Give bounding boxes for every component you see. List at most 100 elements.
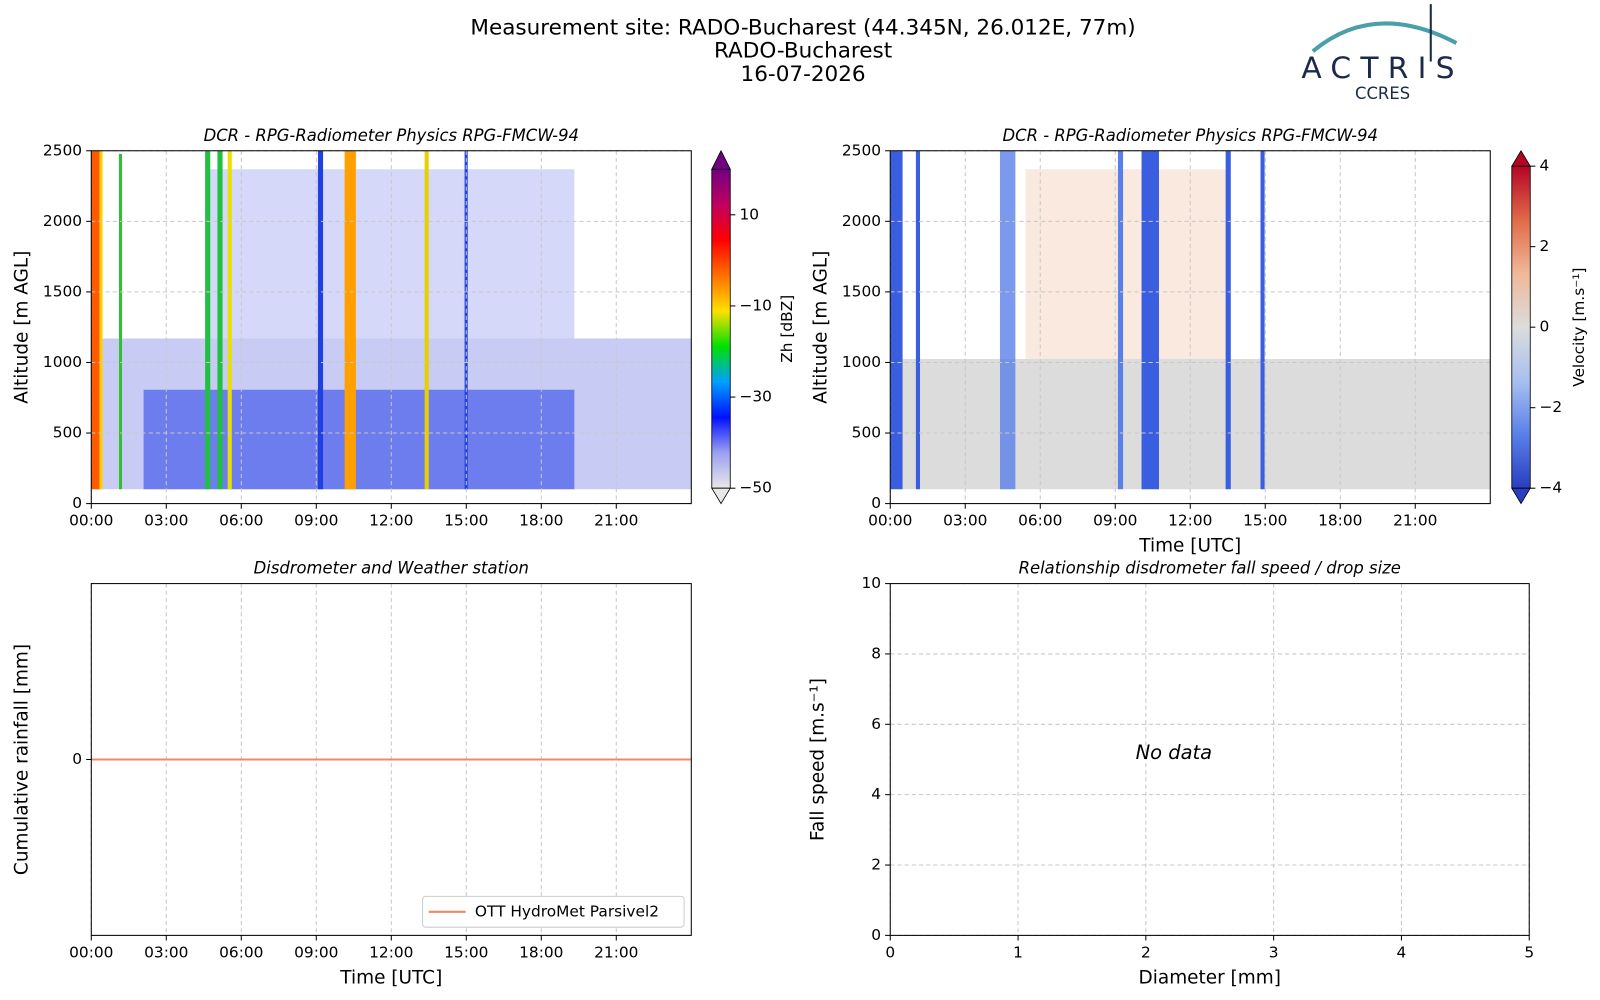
header-line: 16-07-2026 [741, 62, 866, 87]
x-axis-label: Time [UTC] [1138, 536, 1241, 557]
y-axis-label: Altitude [m AGL] [12, 251, 33, 404]
radar-texture [91, 150, 1491, 490]
x-tick-label: 18:00 [1318, 512, 1362, 530]
logo-arc [1311, 21, 1458, 53]
plot-frame [90, 150, 692, 505]
x-tick-label: 2 [1141, 943, 1151, 961]
logo: ACTRIS CCRES [1301, 4, 1463, 103]
colorbar-tick-label: −4 [1539, 479, 1562, 497]
plot-frame [90, 583, 692, 936]
y-tick-label: 2500 [43, 141, 82, 159]
colorbar-extend [1511, 149, 1531, 167]
colorbar-extend [711, 487, 731, 505]
radar-texture [118, 153, 123, 490]
header-line: Measurement site: RADO-Bucharest (44.345… [470, 16, 1135, 41]
y-tick-label: 0 [871, 926, 881, 944]
x-tick-label: 15:00 [444, 943, 488, 961]
colorbar-tick-label: 4 [1539, 157, 1549, 175]
x-axis-label: Time [UTC] [339, 967, 442, 988]
x-tick-label: 12:00 [369, 512, 413, 530]
x-tick-label: 12:00 [1168, 512, 1212, 530]
radar-texture [1141, 150, 1159, 490]
panel-title: Relationship disdrometer fall speed / dr… [1019, 559, 1401, 578]
radar-texture [205, 150, 211, 490]
logo-text: ACTRIS [1301, 51, 1463, 86]
x-tick-label: 4 [1397, 943, 1407, 961]
y-tick-label: 0 [871, 494, 881, 512]
y-tick-label: 2500 [842, 141, 881, 159]
y-tick-label: 1000 [43, 353, 82, 371]
header: Measurement site: RADO-Bucharest (44.345… [470, 16, 1135, 87]
y-axis-label: Altitude [m AGL] [811, 251, 832, 404]
y-tick-label: 2000 [842, 212, 881, 230]
x-tick-label: 06:00 [1018, 512, 1062, 530]
plot-frame [889, 150, 1491, 505]
radar-texture [205, 169, 575, 339]
y-tick-label: 6 [871, 715, 881, 733]
radar-texture [1260, 150, 1265, 490]
x-tick-label: 15:00 [1243, 512, 1287, 530]
radar-texture [915, 150, 920, 490]
logo-subtext: CCRES [1355, 84, 1410, 103]
colorbar [711, 168, 731, 489]
colorbar-extend [1511, 487, 1531, 505]
radar-texture [1225, 150, 1231, 490]
colorbar-tick-label: −30 [739, 388, 771, 406]
radar-texture [424, 150, 429, 490]
y-tick-label: 1500 [43, 282, 82, 300]
y-tick-label: 0 [72, 750, 82, 768]
radar-texture [317, 150, 324, 490]
colorbar-tick-label: 0 [1539, 318, 1549, 336]
colorbar-tick-label: 10 [739, 205, 759, 223]
x-tick-label: 21:00 [594, 512, 638, 530]
x-tick-label: 00:00 [69, 512, 113, 530]
x-tick-label: 09:00 [294, 512, 338, 530]
radar-texture [1117, 150, 1124, 490]
colorbar [1511, 165, 1531, 489]
plot-frame [889, 583, 1530, 936]
radar-texture [1000, 150, 1016, 490]
radar-texture [143, 389, 575, 490]
x-tick-label: 3 [1269, 943, 1279, 961]
panel-title: Disdrometer and Weather station [254, 559, 529, 578]
radar-texture [99, 150, 103, 490]
x-tick-label: 09:00 [294, 943, 338, 961]
y-tick-label: 1500 [842, 282, 881, 300]
x-tick-label: 0 [885, 943, 895, 961]
radar-texture [344, 150, 356, 490]
x-tick-label: 03:00 [144, 512, 188, 530]
x-tick-label: 21:00 [594, 943, 638, 961]
colorbar-label: Zh [dBZ] [778, 295, 796, 363]
legend-box [422, 895, 685, 928]
colorbar-extend [711, 149, 731, 170]
x-tick-label: 21:00 [1393, 512, 1437, 530]
colorbar-tick-label: −2 [1539, 398, 1562, 416]
x-tick-label: 06:00 [219, 943, 263, 961]
radar-texture [1025, 169, 1231, 359]
y-tick-label: 10 [861, 574, 881, 592]
x-tick-label: 5 [1524, 943, 1534, 961]
radar-texture [890, 150, 903, 490]
x-tick-label: 03:00 [943, 512, 987, 530]
x-tick-label: 06:00 [219, 512, 263, 530]
radar-texture [217, 150, 223, 490]
radar-texture [91, 150, 102, 490]
y-axis-label: Fall speed [m.s⁻¹] [807, 678, 828, 841]
colorbar-label: Velocity [m.s⁻¹] [1570, 267, 1588, 386]
x-tick-label: 00:00 [868, 512, 912, 530]
colorbar-tick-label: −50 [739, 479, 771, 497]
x-tick-label: 00:00 [69, 943, 113, 961]
colorbar-tick-label: −10 [739, 296, 771, 314]
x-tick-label: 03:00 [144, 943, 188, 961]
y-tick-label: 2000 [43, 212, 82, 230]
x-tick-label: 12:00 [369, 943, 413, 961]
x-tick-label: 1 [1013, 943, 1023, 961]
x-tick-label: 18:00 [519, 512, 563, 530]
colorbar-tick-label: 2 [1539, 237, 1549, 255]
panel-title: DCR - RPG-Radiometer Physics RPG-FMCW-94 [204, 126, 579, 145]
y-tick-label: 4 [871, 785, 881, 803]
x-tick-label: 15:00 [444, 512, 488, 530]
x-axis-label: Diameter [mm] [1139, 967, 1281, 988]
y-tick-label: 1000 [842, 353, 881, 371]
